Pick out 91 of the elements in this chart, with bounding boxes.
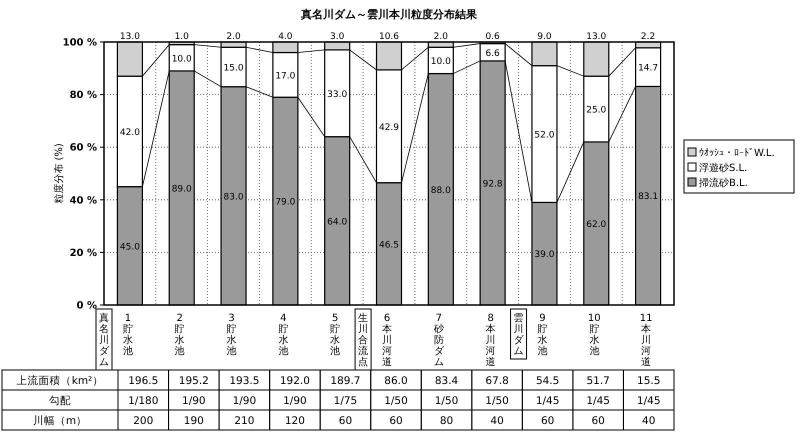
text: 1/45 [536,395,560,407]
x-tick-label: 3貯水池 [226,313,237,357]
x-tick-label: 9貯水池 [537,313,548,357]
data-label: 2.0 [434,32,448,42]
x-tick-label: 8本川河道 [486,313,496,368]
text: 1/90 [283,395,307,407]
text: 1/75 [334,395,358,407]
text: 210 [234,415,254,427]
text: 勾配 [49,395,71,407]
x-tick-label: 1貯水池 [122,313,133,357]
text: 51.7 [586,375,610,387]
text: 193.5 [229,375,260,387]
x-tick-label: 2貯水池 [174,313,185,357]
x-tick-label: 7砂防ダム [432,313,445,368]
text: 192.0 [280,375,310,387]
data-label: 2.0 [226,32,241,42]
data-label: 42.9 [378,122,400,133]
data-label: 13.0 [120,32,140,42]
x-tick-label: 11本川河道 [640,313,652,368]
y-axis-title: 粒度分布 (%) [53,143,65,204]
text: 200 [133,415,154,427]
data-label: 33.0 [327,90,348,100]
data-label: 3.0 [330,32,345,42]
data-label: 83.0 [224,192,244,202]
text: 40 [490,415,504,427]
data-label: 45.0 [120,242,140,252]
x-tick-label: 10貯水池 [588,313,601,357]
y-tick-label: 0 % [76,300,97,312]
y-tick-label: 100 % [62,38,97,48]
y-tick-label: 80 % [70,90,97,102]
data-label: 64.0 [327,217,348,228]
text: 189.7 [330,375,360,387]
data-label: 1.0 [174,32,190,42]
text: 40 [642,415,656,427]
data-label: 25.0 [586,106,607,116]
text: 83.4 [434,375,459,387]
data-label: 14.7 [638,64,658,74]
y-tick-label: 60 % [70,142,97,154]
x-tick-label: 5貯水池 [330,313,340,357]
data-label: 17.0 [275,71,296,82]
text: 120 [284,415,305,427]
data-label: 10.0 [430,56,452,67]
data-label: 88.0 [430,186,452,196]
text: 60 [338,415,352,427]
text: 195.2 [178,375,209,387]
x-tick-label: 4貯水池 [278,313,288,357]
data-label: 42.0 [120,128,140,138]
data-label: 92.8 [482,179,503,190]
data-label: 13.0 [586,32,607,42]
text: 1/90 [232,395,256,407]
y-tick-label: 20 % [70,248,97,259]
text: 60 [591,415,605,427]
text: 1/45 [636,395,661,407]
text: 67.8 [485,375,509,387]
chart-title: 真名川ダム～雲川本川粒度分布結果 [300,8,478,21]
legend-label: 掃流砂B.L. [699,177,748,189]
data-label: 9.0 [537,32,552,42]
text: 川幅（m） [32,414,88,427]
text: 1/50 [434,395,458,407]
data-label: 4.0 [278,32,293,42]
data-label: 15.0 [224,63,244,74]
data-label: 6.6 [485,48,500,59]
data-label: 46.5 [378,240,400,250]
text: 1/45 [586,395,610,407]
text: 1/90 [182,395,206,407]
data-label: 62.0 [586,220,607,230]
data-label: 89.0 [172,184,192,194]
data-label: 10.0 [172,54,192,64]
text: 80 [440,415,454,427]
text: 15.5 [637,375,660,387]
text: 86.0 [384,375,408,387]
text: 190 [184,415,204,427]
legend-label: ｳｵｯｼｭ・ﾛｰﾄﾞW.L. [699,147,775,159]
data-label: 10.6 [378,32,400,42]
text: 1/180 [128,395,158,407]
data-label: 0.6 [485,32,500,42]
text: 196.5 [128,375,158,387]
text: 54.5 [536,375,560,387]
data-label: 39.0 [534,250,555,260]
text: 上流面積（km²） [16,374,104,387]
text: 60 [389,415,403,427]
text: 60 [540,415,554,427]
legend-label: 浮遊砂S.L. [699,162,748,174]
data-label: 79.0 [275,198,296,208]
x-tick-label: 6本川河道 [382,313,392,368]
text: 1/50 [384,395,408,407]
text: 1/50 [485,395,509,407]
data-label: 83.1 [638,192,658,202]
data-label: 2.2 [640,32,656,42]
y-tick-label: 40 % [70,195,97,206]
data-label: 52.0 [534,130,555,141]
